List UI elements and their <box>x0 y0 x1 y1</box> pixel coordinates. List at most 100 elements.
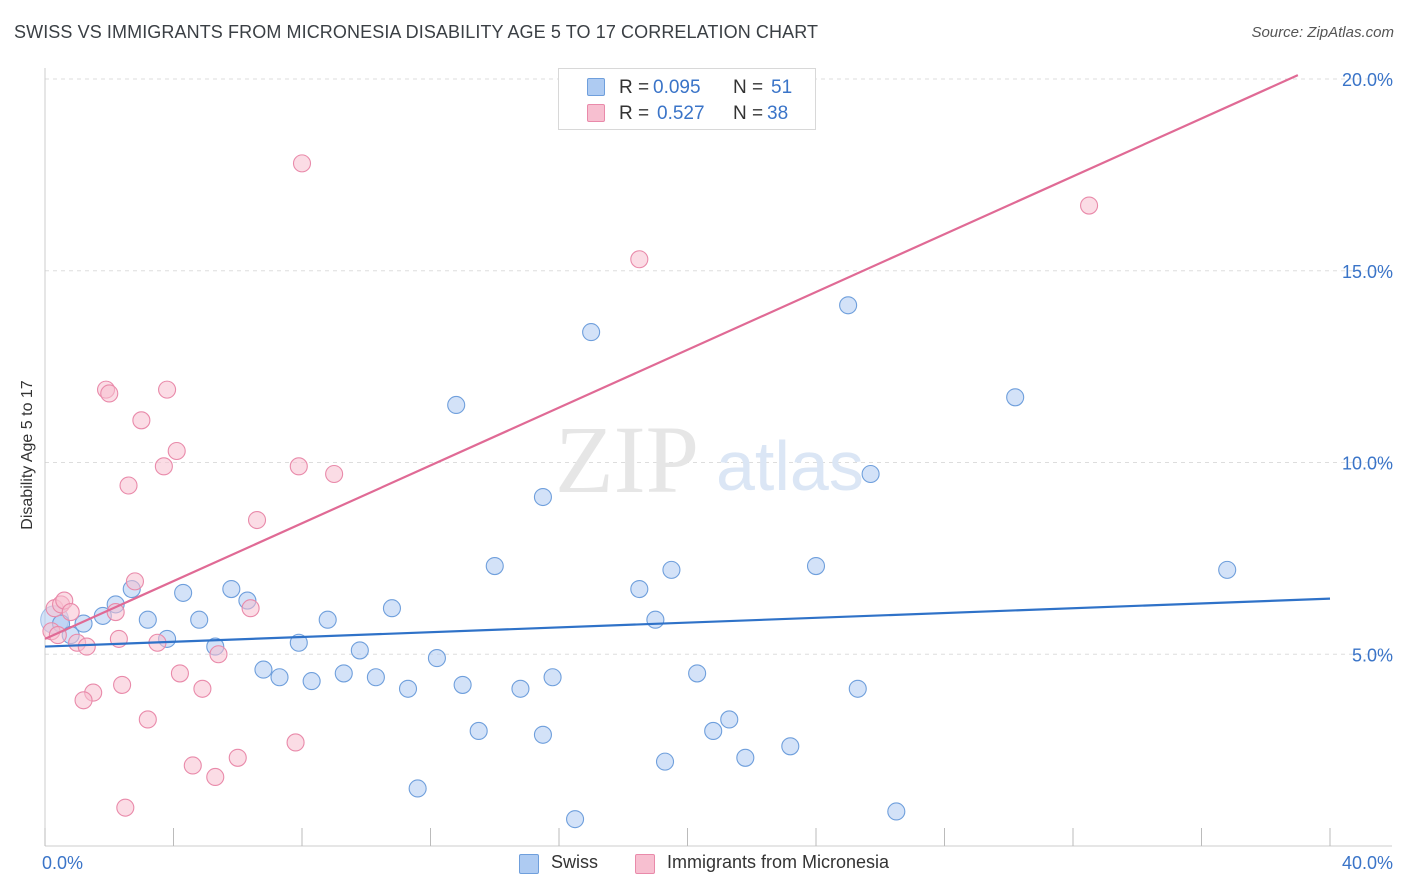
swiss-point <box>720 710 739 729</box>
y-tick-label: 15.0% <box>1342 262 1393 282</box>
swiss-point <box>382 599 402 618</box>
swiss-point <box>485 556 504 576</box>
micronesia-point <box>125 572 144 591</box>
swiss-point <box>736 748 755 767</box>
watermark-atlas: atlas <box>716 427 864 505</box>
micronesia-point <box>74 691 93 710</box>
micronesia-point <box>158 380 177 399</box>
micronesia-n-value: 38 <box>767 103 789 124</box>
bottom-legend-swiss-label: Swiss <box>551 852 599 872</box>
micronesia-point <box>209 645 228 664</box>
micronesia-point <box>247 510 267 530</box>
swiss-point <box>688 664 707 683</box>
y-tick-label: 5.0% <box>1352 645 1393 665</box>
micronesia-point <box>116 798 135 817</box>
micronesia-point <box>61 603 80 622</box>
correlation-legend: R = 0.095 N = 51 R = 0.527 N = 38 <box>558 68 816 130</box>
chart-title: SWISS VS IMMIGRANTS FROM MICRONESIA DISA… <box>14 22 819 42</box>
swiss-point <box>655 752 675 771</box>
swiss-point <box>318 610 337 629</box>
swiss-point <box>138 610 157 629</box>
micronesia-point <box>113 675 132 694</box>
x-tick-label: 0.0% <box>42 853 83 873</box>
micronesia-r-value: 0.527 <box>657 103 705 124</box>
swiss-r-value: 0.095 <box>653 77 701 98</box>
micronesia-point <box>289 457 308 476</box>
bottom-legend-micronesia-label: Immigrants from Micronesia <box>667 852 890 872</box>
swiss-point <box>887 802 906 821</box>
swiss-point <box>533 487 552 507</box>
micronesia-point <box>170 664 189 683</box>
micronesia-point <box>630 250 649 269</box>
micronesia-point <box>119 476 138 495</box>
micronesia-point <box>167 441 186 461</box>
chart-source: Source: ZipAtlas.com <box>1251 24 1394 41</box>
gridlines <box>45 78 1392 655</box>
swiss-point <box>839 296 858 315</box>
swiss-point <box>704 721 723 741</box>
swiss-point <box>408 779 427 798</box>
swiss-point <box>334 664 353 683</box>
swiss-point <box>427 649 446 668</box>
swiss-n-label: N = <box>733 77 764 98</box>
micronesia-point <box>138 710 157 729</box>
x-tick-label: 40.0% <box>1342 853 1393 873</box>
swiss-point <box>190 610 209 629</box>
swiss-point <box>861 464 880 484</box>
swiss-point <box>1218 560 1237 579</box>
swiss-point <box>511 679 530 698</box>
swiss-point <box>222 580 241 599</box>
micronesia-point <box>206 767 225 787</box>
swiss-point <box>366 668 385 687</box>
y-tick-label: 10.0% <box>1342 454 1393 474</box>
swiss-point <box>543 668 562 687</box>
swiss-point <box>646 610 665 629</box>
micronesia-point <box>325 464 344 484</box>
watermark-zip: ZIP <box>555 406 699 513</box>
data-points <box>40 154 1237 829</box>
swiss-point <box>270 668 289 687</box>
axes <box>44 68 1392 847</box>
swiss-point <box>630 580 649 599</box>
swiss-point <box>174 583 193 602</box>
micronesia-n-label: N = <box>733 103 764 124</box>
trend-lines <box>44 74 1331 648</box>
micronesia-trend-line <box>44 74 1299 640</box>
swiss-point <box>781 737 800 756</box>
swiss-point <box>848 679 867 698</box>
micronesia-point <box>132 411 151 430</box>
micronesia-point <box>228 748 247 767</box>
swiss-trend-line <box>44 597 1331 648</box>
bottom-legend-micronesia-swatch <box>635 854 655 874</box>
swiss-point <box>398 679 418 698</box>
tick-labels: 5.0% 10.0% 15.0% 20.0% 0.0% 40.0% <box>42 70 1393 873</box>
swiss-point <box>806 556 826 576</box>
swiss-point <box>662 560 681 579</box>
swiss-point <box>350 641 369 660</box>
micronesia-point <box>1080 196 1099 215</box>
micronesia-point <box>154 457 173 476</box>
swiss-point <box>582 323 601 342</box>
swiss-point <box>254 660 273 679</box>
swiss-r-label: R = <box>619 77 650 98</box>
watermark: ZIP atlas <box>555 406 864 513</box>
micronesia-point <box>183 756 202 775</box>
micronesia-point <box>286 733 305 752</box>
swiss-point <box>302 672 321 691</box>
y-axis-label: Disability Age 5 to 17 <box>19 380 36 530</box>
micronesia-point <box>241 599 260 618</box>
swiss-point <box>453 675 472 694</box>
micronesia-point <box>193 679 212 698</box>
swiss-swatch <box>587 78 605 96</box>
micronesia-point <box>77 637 96 656</box>
swiss-point <box>289 633 308 652</box>
swiss-point <box>566 810 585 829</box>
micronesia-r-label: R = <box>619 103 650 124</box>
micronesia-swatch <box>587 104 605 122</box>
swiss-point <box>469 721 488 741</box>
bottom-legend-swiss-swatch <box>519 854 539 874</box>
swiss-point <box>447 395 466 415</box>
swiss-point <box>1006 388 1025 407</box>
y-tick-label: 20.0% <box>1342 70 1393 90</box>
